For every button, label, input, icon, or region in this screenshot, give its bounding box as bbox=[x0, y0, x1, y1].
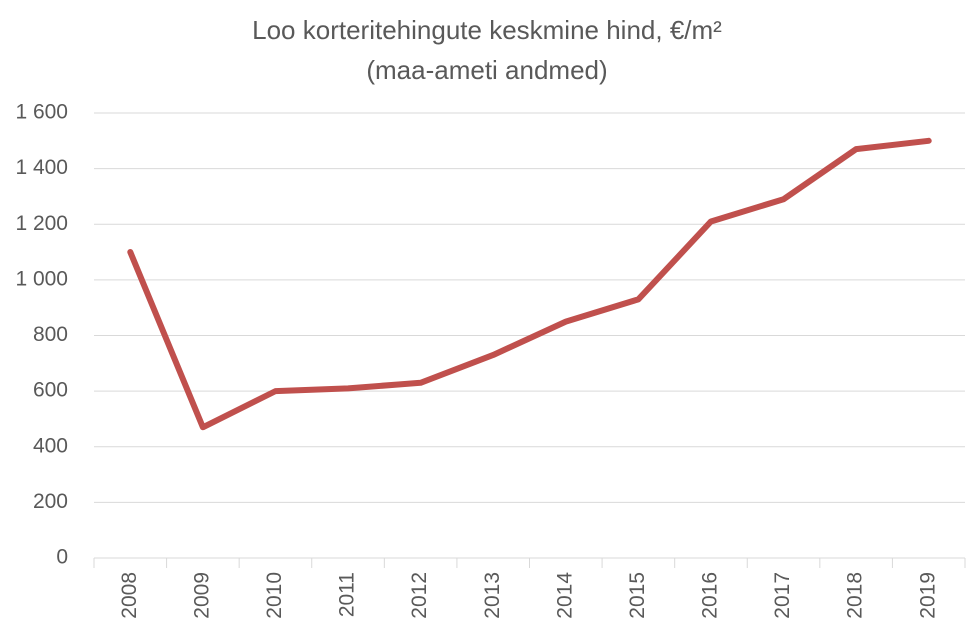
x-tick-label: 2019 bbox=[916, 572, 939, 619]
y-tick-label: 1 200 bbox=[15, 212, 68, 235]
y-tick-label: 600 bbox=[33, 379, 68, 402]
chart-title: Loo korteritehingute keskmine hind, €/m² bbox=[252, 15, 722, 45]
y-tick-label: 200 bbox=[33, 490, 68, 513]
x-tick-label: 2010 bbox=[263, 572, 286, 619]
y-tick-label: 400 bbox=[33, 434, 68, 457]
x-tick-label: 2008 bbox=[118, 572, 141, 619]
y-tick-label: 800 bbox=[33, 323, 68, 346]
line-series bbox=[127, 137, 932, 431]
y-tick-label: 0 bbox=[56, 546, 68, 569]
x-tick-label: 2016 bbox=[699, 572, 722, 619]
x-tick-label: 2013 bbox=[481, 572, 504, 619]
y-tick-label: 1 000 bbox=[15, 267, 68, 290]
x-tick-label: 2012 bbox=[408, 572, 431, 619]
x-tick-label: 2009 bbox=[190, 572, 213, 619]
x-tick-label: 2017 bbox=[771, 572, 794, 619]
x-tick-label: 2014 bbox=[553, 572, 576, 619]
x-tick-label: 2011 bbox=[336, 572, 359, 617]
x-tick-label: 2015 bbox=[626, 572, 649, 619]
y-tick-label: 1 600 bbox=[15, 101, 68, 124]
chart-subtitle: (maa-ameti andmed) bbox=[366, 55, 607, 85]
x-tick-label: 2018 bbox=[844, 572, 867, 619]
y-tick-label: 1 400 bbox=[15, 156, 68, 179]
